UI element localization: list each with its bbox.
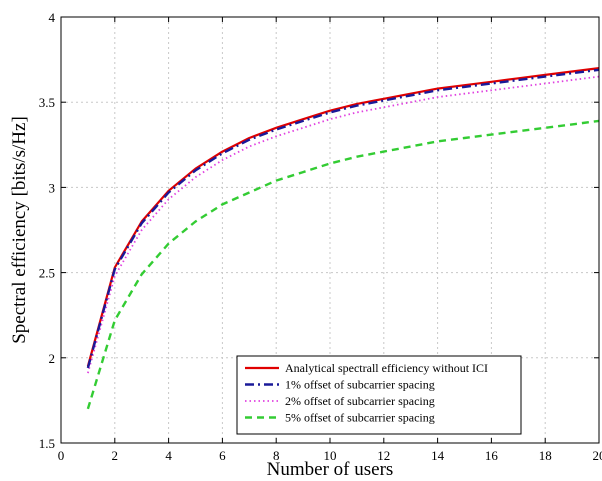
legend-box (236, 355, 522, 435)
x-tick-label: 10 (324, 448, 337, 463)
x-tick-label: 14 (431, 448, 445, 463)
x-axis-title: Number of users (267, 459, 394, 480)
x-tick-label: 8 (273, 448, 280, 463)
legend-label: Analytical spectrall efficiency without … (285, 361, 488, 375)
series-line-3 (87, 75, 600, 374)
y-tick-label: 2.5 (39, 266, 55, 281)
y-tick-label: 1.5 (39, 436, 55, 451)
legend-label: 5% offset of subcarrier spacing (285, 411, 435, 425)
y-tick-label: 3 (49, 180, 56, 195)
x-tick-label: 0 (58, 448, 65, 463)
series-line-2 (86, 68, 600, 369)
y-axis-ticks: 1.5 2 2.5 3 3.5 4 (39, 10, 599, 451)
y-tick-label: 4 (49, 10, 56, 25)
x-tick-label: 16 (485, 448, 499, 463)
x-tick-label: 6 (219, 448, 226, 463)
series-lines (86, 67, 600, 410)
x-tick-label: 2 (112, 448, 119, 463)
legend-label: 2% offset of subcarrier spacing (285, 394, 435, 408)
y-axis-title: Spectral efficiency [bits/s/Hz] (9, 116, 30, 344)
x-tick-label: 18 (539, 448, 552, 463)
series-line-4 (86, 119, 600, 410)
x-tick-label: 4 (165, 448, 172, 463)
series-line-1 (86, 67, 600, 367)
legend-label: 1% offset of subcarrier spacing (285, 378, 435, 392)
x-tick-label: 12 (377, 448, 390, 463)
x-axis-ticks: 0 2 4 6 8 10 12 14 16 18 20 (58, 17, 602, 463)
x-tick-label: 20 (593, 448, 602, 463)
y-tick-label: 3.5 (39, 95, 55, 110)
y-tick-label: 2 (49, 351, 56, 366)
legend: Analytical spectrall efficiency without … (236, 355, 522, 435)
